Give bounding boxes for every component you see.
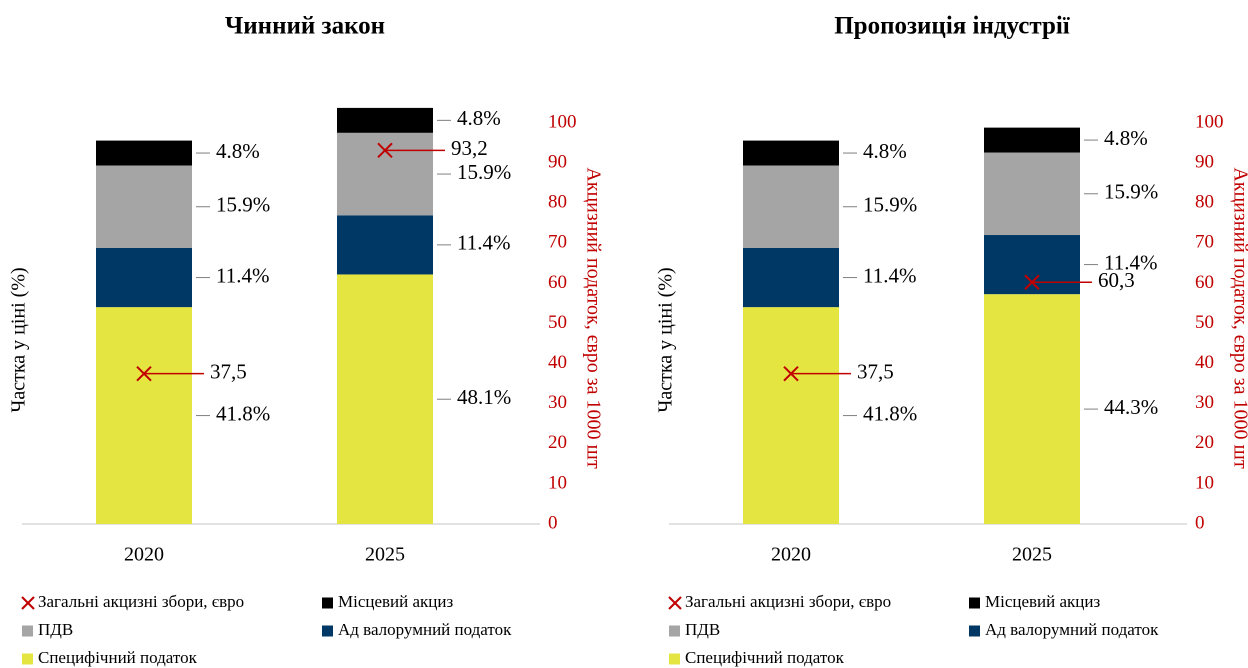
y2-tick-label: 10	[548, 472, 567, 493]
legend-marker	[21, 596, 35, 610]
legend-label: ПДВ	[38, 620, 73, 639]
data-label: 41.8%	[216, 401, 270, 425]
y2-tick-label: 50	[1195, 312, 1214, 333]
y-axis-title: Частка у ціні (%)	[655, 267, 677, 412]
data-label: 4.8%	[216, 139, 260, 163]
bar-segment	[984, 235, 1080, 295]
legend-label: Місцевий акциз	[338, 592, 453, 611]
legend-label: Загальні акцизні збори, євро	[685, 592, 891, 611]
data-label: 11.4%	[457, 231, 510, 255]
y2-tick-label: 40	[1195, 352, 1214, 373]
y2-tick-label: 100	[548, 111, 577, 132]
y2-tick-label: 20	[548, 432, 567, 453]
bar-segment	[96, 140, 192, 166]
x-tick-label: 2020	[771, 544, 811, 566]
data-label: 44.3%	[1104, 395, 1158, 419]
y2-tick-label: 70	[1195, 232, 1214, 253]
legend-swatch	[22, 653, 33, 665]
legend-marker	[668, 596, 682, 610]
y2-tick-label: 10	[1195, 472, 1214, 493]
y2-tick-label: 30	[1195, 392, 1214, 413]
y2-tick-label: 50	[548, 312, 567, 333]
bar-segment	[337, 132, 433, 216]
data-label: 60,3	[1098, 268, 1135, 292]
legend-swatch	[322, 597, 333, 609]
legend-label: Ад валорумний податок	[985, 620, 1159, 639]
y2-tick-label: 40	[548, 352, 567, 373]
bar-segment	[984, 294, 1080, 524]
legend-label: Ад валорумний податок	[338, 620, 512, 639]
y-axis-title: Частка у ціні (%)	[8, 267, 30, 412]
bar-segment	[337, 274, 433, 524]
y2-tick-label: 80	[1195, 192, 1214, 213]
y2-axis-title: Акцизний податок, євро за 1000 шт	[1229, 167, 1248, 469]
bar-segment	[337, 107, 433, 133]
y2-tick-label: 20	[1195, 432, 1214, 453]
y2-tick-label: 70	[548, 232, 567, 253]
data-label: 41.8%	[863, 401, 917, 425]
bar-segment	[743, 140, 839, 166]
data-label: 11.4%	[1104, 250, 1157, 274]
bar-segment	[743, 165, 839, 248]
x-tick-label: 2025	[1012, 544, 1052, 566]
y2-tick-label: 30	[548, 392, 567, 413]
x-tick-label: 2020	[124, 544, 164, 566]
legend-swatch	[669, 653, 680, 665]
data-label: 15.9%	[1104, 180, 1158, 204]
y2-tick-label: 0	[1195, 512, 1205, 533]
data-label: 4.8%	[863, 139, 907, 163]
chart-title: Чинний закон	[225, 13, 385, 40]
y2-tick-label: 90	[1195, 152, 1214, 173]
legend-label: Місцевий акциз	[985, 592, 1100, 611]
y2-tick-label: 60	[548, 272, 567, 293]
bar-segment	[984, 127, 1080, 153]
y2-tick-label: 0	[548, 512, 558, 533]
legend-swatch	[669, 625, 680, 637]
legend-label: Специфічний податок	[38, 648, 198, 667]
data-label: 4.8%	[457, 106, 501, 130]
legend-label: Загальні акцизні збори, євро	[38, 592, 244, 611]
bar-segment	[337, 215, 433, 275]
data-label: 48.1%	[457, 385, 511, 409]
legend-swatch	[969, 597, 980, 609]
data-label: 15.9%	[863, 193, 917, 217]
bar-segment	[96, 307, 192, 524]
data-label: 11.4%	[863, 263, 916, 287]
bar-segment	[96, 247, 192, 308]
data-label: 93,2	[451, 136, 488, 160]
data-label: 37,5	[857, 359, 894, 383]
data-label: 11.4%	[216, 263, 269, 287]
bar-segment	[984, 152, 1080, 236]
legend-label: ПДВ	[685, 620, 720, 639]
legend-label: Специфічний податок	[685, 648, 845, 667]
data-label: 4.8%	[1104, 126, 1148, 150]
bar-segment	[743, 307, 839, 524]
y2-tick-label: 60	[1195, 272, 1214, 293]
data-label: 15.9%	[216, 193, 270, 217]
y2-tick-label: 80	[548, 192, 567, 213]
y2-tick-label: 90	[548, 152, 567, 173]
data-label: 15.9%	[457, 160, 511, 184]
chart-title: Пропозиція індустрії	[834, 13, 1071, 40]
legend-swatch	[22, 625, 33, 637]
legend-swatch	[969, 625, 980, 637]
legend-swatch	[322, 625, 333, 637]
y2-tick-label: 100	[1195, 111, 1224, 132]
bar-segment	[96, 165, 192, 248]
y2-axis-title: Акцизний податок, євро за 1000 шт	[582, 167, 604, 469]
bar-segment	[743, 247, 839, 308]
x-tick-label: 2025	[365, 544, 405, 566]
data-label: 37,5	[210, 359, 247, 383]
